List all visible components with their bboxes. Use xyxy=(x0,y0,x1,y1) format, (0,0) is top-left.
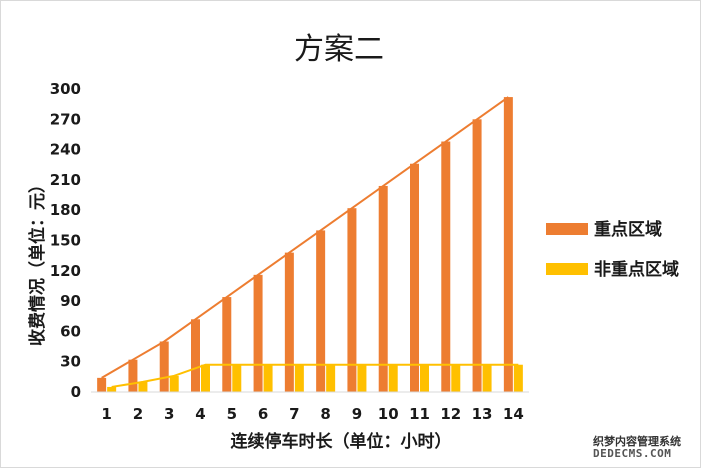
bar-non-key-area xyxy=(263,364,273,392)
y-tick-label: 60 xyxy=(60,322,81,340)
bar-non-key-area xyxy=(294,364,304,392)
y-axis-label: 收费情况（单位：元） xyxy=(27,176,48,346)
bar-key-area xyxy=(316,230,326,392)
y-tick-label: 300 xyxy=(50,80,81,98)
bar-key-area xyxy=(159,341,169,392)
x-tick-label: 11 xyxy=(409,405,430,423)
x-tick-label: 8 xyxy=(320,405,330,423)
bar-key-area xyxy=(347,208,357,392)
x-tick-label: 1 xyxy=(101,405,111,423)
x-tick-label: 12 xyxy=(440,405,461,423)
bar-key-area xyxy=(441,141,451,392)
y-axis-ticks: 0 30 60 90 120 150 180 210 240 270 300 xyxy=(50,80,81,401)
bar-key-area xyxy=(410,163,419,392)
x-tick-label: 2 xyxy=(133,405,143,423)
bar-non-key-area xyxy=(482,364,492,392)
legend-label: 重点区域 xyxy=(594,219,662,240)
bar-key-area xyxy=(253,274,263,392)
x-tick-label: 13 xyxy=(472,405,493,423)
legend-label: 非重点区域 xyxy=(594,259,679,280)
x-axis-ticks: 1 2 3 4 5 6 7 8 9 10 11 12 13 14 xyxy=(101,405,523,423)
bar-non-key-area xyxy=(107,386,117,392)
bar-key-area xyxy=(97,377,107,392)
x-tick-label: 10 xyxy=(378,405,399,423)
series-line-non-key-area xyxy=(111,363,519,388)
x-tick-label: 5 xyxy=(227,405,237,423)
bar-key-area xyxy=(378,185,388,392)
x-tick-label: 14 xyxy=(503,405,524,423)
chart-title: 方案二 xyxy=(294,32,384,67)
y-tick-label: 210 xyxy=(50,171,81,189)
bar-non-key-area xyxy=(513,364,523,392)
bars xyxy=(97,97,523,393)
bar-non-key-area xyxy=(420,364,429,392)
x-tick-label: 6 xyxy=(258,405,268,423)
bar-non-key-area xyxy=(326,364,336,392)
bar-non-key-area xyxy=(388,364,398,392)
bar-non-key-area xyxy=(232,364,242,392)
y-tick-label: 180 xyxy=(50,201,81,219)
x-tick-label: 9 xyxy=(352,405,362,423)
series-lines xyxy=(101,96,519,388)
bar-non-key-area xyxy=(451,364,461,392)
bar-non-key-area xyxy=(201,364,210,392)
bar-key-area xyxy=(191,319,200,392)
bar-non-key-area xyxy=(138,381,148,392)
y-tick-label: 120 xyxy=(50,262,81,280)
bar-key-area xyxy=(284,252,294,392)
watermark-domain: DEDECMS.COM xyxy=(593,447,672,460)
watermark-text: 织梦内容管理系统 xyxy=(593,435,681,448)
series-line-key-area xyxy=(101,96,509,379)
x-tick-label: 3 xyxy=(164,405,174,423)
bar-non-key-area xyxy=(169,375,179,392)
y-tick-label: 0 xyxy=(71,383,81,401)
y-tick-label: 30 xyxy=(60,353,81,371)
y-tick-label: 240 xyxy=(50,141,81,159)
bar-key-area xyxy=(222,297,232,392)
legend-swatch xyxy=(546,223,588,235)
bar-key-area xyxy=(503,97,513,392)
x-tick-label: 4 xyxy=(195,405,205,423)
watermark: 织梦内容管理系统 DEDECMS.COM xyxy=(591,433,697,463)
x-tick-label: 7 xyxy=(289,405,299,423)
bar-key-area xyxy=(472,119,482,393)
y-tick-label: 270 xyxy=(50,110,81,128)
y-tick-label: 90 xyxy=(60,292,81,310)
x-axis-label: 连续停车时长（单位：小时） xyxy=(231,431,452,452)
bar-non-key-area xyxy=(357,364,367,392)
legend-swatch xyxy=(546,263,588,275)
y-tick-label: 150 xyxy=(50,232,81,250)
bar-key-area xyxy=(128,359,138,392)
